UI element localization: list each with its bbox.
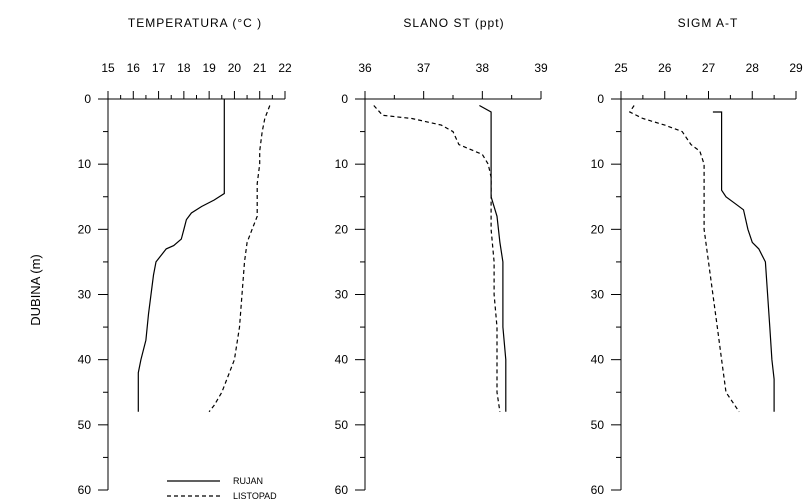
chart-title: TEMPERATURA (°C ): [128, 16, 262, 30]
x-tick-label: 29: [789, 61, 803, 75]
y-tick-label: 0: [341, 92, 348, 106]
series-line-rujan: [479, 104, 507, 412]
x-tick-label: 17: [152, 61, 166, 75]
legend-label-rujan: RUJAN: [233, 476, 263, 486]
x-tick-label: 22: [278, 61, 292, 75]
series-line-rujan: [137, 99, 225, 412]
y-tick-label: 20: [591, 222, 605, 236]
series-line-listopad: [628, 105, 740, 413]
y-tick-label: 60: [591, 483, 605, 497]
y-tick-label: 50: [78, 418, 92, 432]
x-tick-label: 39: [534, 61, 548, 75]
x-tick-label: 18: [177, 61, 191, 75]
y-tick-label: 60: [78, 483, 92, 497]
legend: RUJAN LISTOPAD: [167, 476, 277, 501]
x-tick-label: 37: [417, 61, 431, 75]
series-line-rujan: [712, 111, 775, 412]
y-tick-label: 30: [591, 288, 605, 302]
series-line-listopad: [208, 105, 271, 413]
y-tick-label: 30: [78, 288, 92, 302]
y-tick-label: 30: [335, 288, 349, 302]
y-tick-label: 40: [78, 353, 92, 367]
chart-panel-1: TEMPERATURA (°C ) 15 16 17 18 19 20 21 22 0 10 20 30…: [78, 16, 292, 497]
chart-title: SLANO ST (ppt): [403, 16, 504, 30]
x-tick-label: 28: [746, 61, 760, 75]
x-tick-label: 26: [658, 61, 672, 75]
x-tick-label: 19: [202, 61, 216, 75]
chart-panel-2: SLANO ST (ppt) 36 37 38 39 0 10 20 30 40 50 60: [335, 16, 548, 497]
y-tick-label: 0: [84, 92, 91, 106]
y-tick-label: 0: [597, 92, 604, 106]
y-tick-label: 40: [591, 353, 605, 367]
y-tick-label: 60: [335, 483, 349, 497]
y-tick-label: 50: [335, 418, 349, 432]
x-tick-label: 20: [228, 61, 242, 75]
x-tick-label: 25: [614, 61, 628, 75]
y-tick-label: 10: [78, 157, 92, 171]
x-tick-label: 36: [358, 61, 372, 75]
y-tick-label: 20: [78, 222, 92, 236]
y-axis-label: DUBINA (m): [28, 254, 43, 326]
y-tick-label: 40: [335, 353, 349, 367]
series-line-listopad: [373, 105, 501, 412]
x-tick-label: 27: [702, 61, 716, 75]
x-tick-label: 38: [476, 61, 490, 75]
x-tick-label: 16: [127, 61, 141, 75]
chart-panel-3: SIGM A-T 25 26 27 28 29 0 10 20 30 40 50 60: [591, 16, 803, 497]
x-tick-label: 15: [101, 61, 115, 75]
x-tick-label: 21: [253, 61, 267, 75]
chart-panels: TEMPERATURA (°C ) 15 16 17 18 19 20 21 22 0 10 20 30…: [78, 16, 803, 497]
y-tick-label: 10: [591, 157, 605, 171]
legend-label-listopad: LISTOPAD: [233, 491, 277, 501]
y-tick-label: 20: [335, 222, 349, 236]
chart-title: SIGM A-T: [678, 16, 739, 30]
y-tick-label: 50: [591, 418, 605, 432]
y-tick-label: 10: [335, 157, 349, 171]
